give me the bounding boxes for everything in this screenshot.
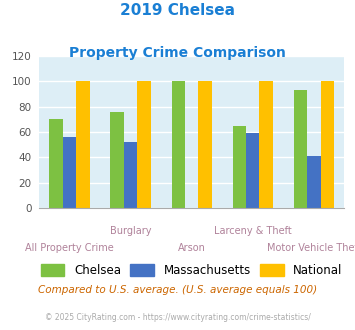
Bar xyxy=(307,156,321,208)
Bar xyxy=(110,112,124,208)
Text: Compared to U.S. average. (U.S. average equals 100): Compared to U.S. average. (U.S. average … xyxy=(38,285,317,295)
Bar xyxy=(233,126,246,208)
Text: All Property Crime: All Property Crime xyxy=(25,243,114,252)
Text: © 2025 CityRating.com - https://www.cityrating.com/crime-statistics/: © 2025 CityRating.com - https://www.city… xyxy=(45,314,310,322)
Bar xyxy=(63,137,76,208)
Bar xyxy=(260,82,273,208)
Text: Burglary: Burglary xyxy=(110,226,151,236)
Text: Larceny & Theft: Larceny & Theft xyxy=(214,226,292,236)
Text: 2019 Chelsea: 2019 Chelsea xyxy=(120,3,235,18)
Text: Arson: Arson xyxy=(178,243,206,252)
Bar xyxy=(171,82,185,208)
Bar xyxy=(137,82,151,208)
Bar xyxy=(246,133,260,208)
Bar xyxy=(76,82,90,208)
Bar xyxy=(294,90,307,208)
Legend: Chelsea, Massachusetts, National: Chelsea, Massachusetts, National xyxy=(36,259,347,282)
Bar xyxy=(321,82,334,208)
Text: Property Crime Comparison: Property Crime Comparison xyxy=(69,46,286,60)
Bar xyxy=(198,82,212,208)
Text: Motor Vehicle Theft: Motor Vehicle Theft xyxy=(267,243,355,252)
Bar xyxy=(49,119,63,208)
Bar xyxy=(124,142,137,208)
